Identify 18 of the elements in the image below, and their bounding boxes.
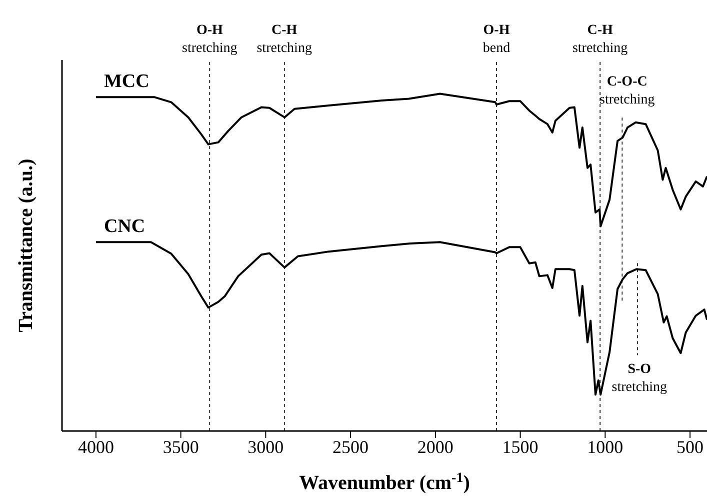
ref-line-label: C-H stretching [256,23,312,56]
x-tick-label: 1000 [587,436,624,457]
series-label: CNC [104,216,146,238]
y-axis-title: Transmittance (a.u.) [15,158,37,332]
ref-line-label: O-H bend [482,23,510,56]
x-tick-label: 4000 [78,436,114,457]
x-tick-label: 2500 [332,436,369,457]
series-label: MCC [104,71,150,92]
x-tick-label: 500 [676,436,704,457]
ref-line-label: C-H stretching [572,23,628,56]
x-tick-label: 3000 [248,436,284,457]
ref-line-label: O-H stretching [182,23,238,56]
annotation: S-O stretching [612,362,668,396]
x-tick-label: 3500 [162,436,199,457]
annotation: C-O-C stretching [600,74,655,108]
x-tick-label: 1500 [502,436,538,457]
x-tick-label: 2000 [417,436,454,457]
x-axis-title: Wavenumber (cm$^{-1}$) [299,470,470,494]
